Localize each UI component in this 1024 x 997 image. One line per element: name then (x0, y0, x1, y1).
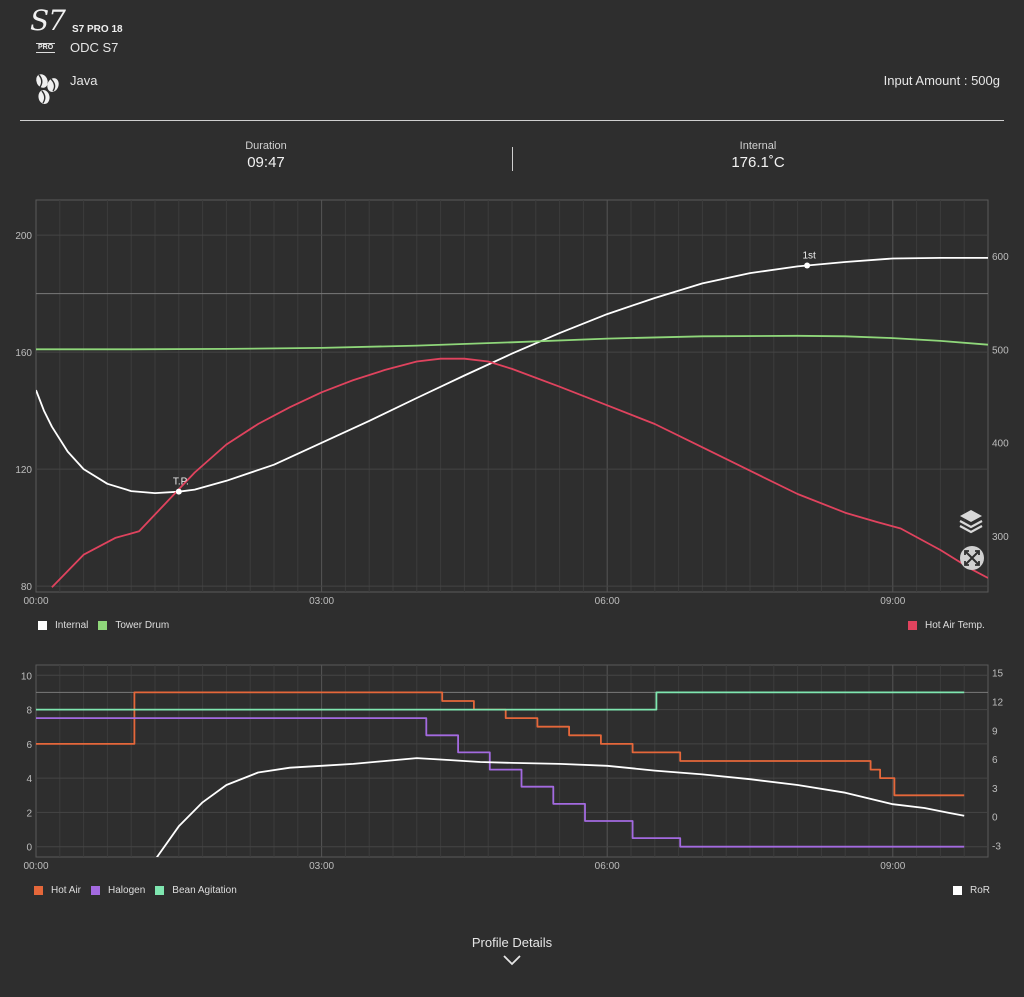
x-tick-label: 03:00 (309, 861, 334, 872)
legend-bean-agitation[interactable]: Bean Agitation (155, 885, 237, 896)
internal-stat: Internal 176.1˚C (608, 140, 908, 171)
legend-swatch (908, 621, 917, 630)
top-legend-right: Hot Air Temp. (908, 620, 995, 631)
x-tick-label: 00:00 (23, 596, 48, 607)
series-halogen (36, 717, 965, 848)
series-internal (36, 257, 988, 494)
expand-icon[interactable] (959, 545, 985, 576)
legend-label: Tower Drum (115, 620, 170, 631)
y-tick-label: 2 (26, 808, 32, 819)
y-tick-label: 8 (26, 706, 32, 717)
x-tick-label: 03:00 (309, 596, 334, 607)
legend-label: Hot Air Temp. (925, 620, 985, 631)
y2-tick-label: 500 (992, 345, 1009, 356)
bottom-legend-right: RoR (953, 885, 1000, 896)
stat-separator (512, 147, 513, 171)
legend-halogen[interactable]: Halogen (91, 885, 145, 896)
y-tick-label: 10 (21, 671, 33, 682)
y2-tick-label: 15 (992, 669, 1004, 680)
marker-point (804, 262, 811, 269)
legend-swatch (91, 886, 101, 895)
chevron-down-icon[interactable] (503, 954, 521, 966)
duration-stat: Duration 09:47 (116, 140, 416, 171)
legend-tower-drum[interactable]: Tower Drum (98, 620, 169, 631)
duration-value: 09:47 (247, 154, 285, 171)
y2-tick-label: 0 (992, 813, 998, 824)
x-tick-label: 00:00 (23, 861, 48, 872)
y2-tick-label: 400 (992, 439, 1009, 450)
controls-chart: 00:00 03:00 06:00 09:00 0 2 4 6 8 10 -3 0 3 6 9 12 15 (21, 664, 1004, 872)
brand-logo: S7 PRO (30, 6, 66, 56)
series-bean-agitation (36, 691, 965, 711)
internal-value: 176.1˚C (731, 154, 785, 171)
legend-label: Internal (55, 620, 89, 631)
profile-details-label: Profile Details (471, 935, 553, 950)
legend-label: RoR (970, 885, 991, 896)
bottom-legend: Hot Air Halogen Bean Agitation (34, 885, 247, 896)
marker-label: T.P. (173, 477, 189, 488)
series-hot-air-temp (51, 357, 988, 588)
logo-sub: PRO (36, 43, 56, 53)
legend-swatch (98, 621, 108, 630)
internal-label: Internal (739, 140, 777, 152)
machine-name: ODC S7 (70, 40, 119, 55)
y2-tick-label: -3 (992, 841, 1001, 852)
legend-swatch (953, 886, 962, 895)
x-tick-label: 06:00 (595, 861, 620, 872)
series-hot-air (36, 691, 965, 797)
model-name: S7 PRO 18 (72, 24, 123, 35)
legend-internal[interactable]: Internal (38, 620, 88, 631)
y2-tick-label: 12 (992, 697, 1004, 708)
y-tick-label: 4 (26, 774, 32, 785)
input-amount: Input Amount : 500g (883, 73, 1000, 88)
y2-tick-label: 3 (992, 784, 998, 795)
y-tick-label: 0 (26, 843, 32, 854)
y2-tick-label: 300 (992, 532, 1009, 543)
y2-tick-label: 600 (992, 252, 1009, 263)
series-ror (155, 757, 965, 857)
y-tick-label: 6 (26, 740, 32, 751)
top-legend: Internal Tower Drum (38, 620, 179, 631)
x-tick-label: 06:00 (595, 596, 620, 607)
duration-label: Duration (245, 140, 287, 152)
marker-point (175, 488, 182, 495)
legend-label: Bean Agitation (172, 885, 237, 896)
y-tick-label: 160 (15, 348, 32, 359)
header: S7 PRO S7 PRO 18 ODC S7 Java Input Amoun… (0, 0, 1024, 122)
logo-text: S7 (30, 4, 66, 37)
y-tick-label: 120 (15, 465, 32, 476)
legend-ror[interactable]: RoR (953, 885, 990, 896)
legend-hot-air[interactable]: Hot Air (34, 885, 81, 896)
legend-swatch (155, 886, 165, 895)
legend-label: Halogen (108, 885, 146, 896)
coffee-bean-icon (36, 74, 59, 104)
profile-details-button[interactable]: Profile Details (0, 935, 1024, 950)
x-tick-label: 09:00 (880, 861, 905, 872)
bean-name: Java (70, 73, 98, 88)
series-tower-drum (36, 334, 988, 351)
legend-hot-air-temp[interactable]: Hot Air Temp. (908, 620, 985, 631)
layers-icon[interactable] (958, 508, 984, 543)
x-tick-label: 09:00 (880, 596, 905, 607)
legend-swatch (38, 621, 47, 630)
y-tick-label: 200 (15, 231, 32, 242)
y2-tick-label: 6 (992, 755, 998, 766)
y2-tick-label: 9 (992, 726, 998, 737)
legend-label: Hot Air (51, 885, 82, 896)
temperature-chart: 00:00 03:00 06:00 09:00 80 120 160 200 300 400 500… (15, 199, 1009, 607)
legend-swatch (34, 886, 43, 895)
header-divider (20, 120, 1004, 121)
marker-label: 1st (802, 251, 816, 262)
y-tick-label: 80 (21, 582, 33, 593)
